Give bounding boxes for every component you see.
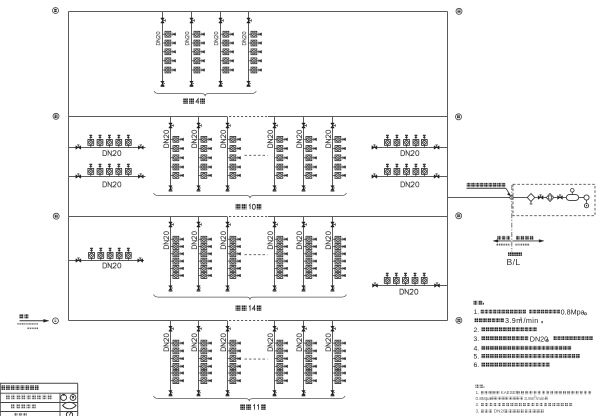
svg-text:B/L: B/L (507, 257, 521, 267)
svg-text:6.: 6. (474, 362, 480, 369)
svg-text:3.9m: 3.9m (524, 396, 534, 401)
svg-text:0.8Mpa: 0.8Mpa (561, 308, 585, 317)
svg-text:DN20: DN20 (530, 334, 548, 343)
svg-text:3.: 3. (476, 409, 480, 414)
svg-text:4.: 4. (474, 345, 480, 352)
svg-text:1.: 1. (474, 309, 480, 316)
svg-text:1.: 1. (476, 390, 480, 395)
svg-text:DN20: DN20 (494, 409, 506, 414)
svg-text:2.: 2. (474, 327, 480, 334)
svg-text:3.9m: 3.9m (505, 316, 523, 325)
svg-text:0.8Mpa: 0.8Mpa (476, 396, 492, 401)
svg-text:/min: /min (536, 396, 545, 401)
svg-text:3.: 3. (474, 336, 480, 343)
svg-text:2.: 2. (476, 402, 480, 407)
svg-text:3: 3 (520, 317, 523, 322)
svg-text:3: 3 (534, 395, 536, 399)
svg-text:KAESER: KAESER (501, 390, 519, 395)
svg-text:/min: /min (524, 316, 539, 325)
svg-text:5.: 5. (474, 354, 480, 361)
